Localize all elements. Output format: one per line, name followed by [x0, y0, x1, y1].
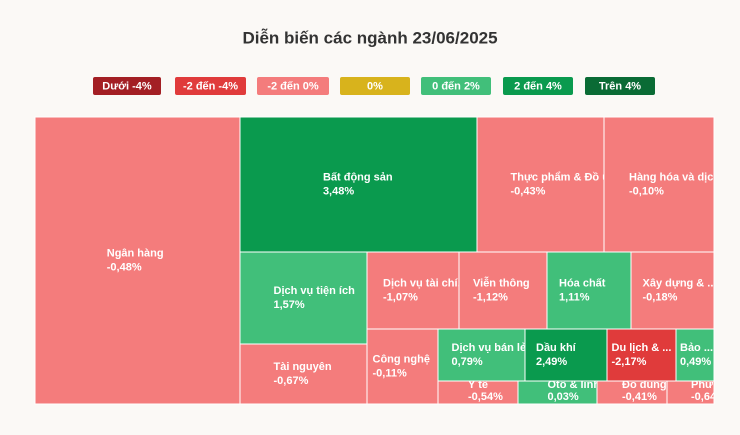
tile	[366, 251, 460, 330]
tile-labels: Phươ...-0,64%	[691, 379, 730, 403]
tile-value: -0,41%	[622, 391, 657, 403]
legend-label: Dưới -4%	[102, 80, 152, 92]
tile-name: Bảo ...	[680, 342, 713, 354]
tile-name: Viễn thông	[473, 276, 530, 289]
legend-swatch	[340, 77, 410, 95]
tile-value: -0,54%	[468, 391, 503, 403]
tile-value: -0,18%	[643, 291, 678, 303]
tile-name: Thực phẩm & Đồ uống	[511, 171, 630, 183]
tile-value: 2,49%	[536, 356, 567, 368]
tile-value: 0,49%	[680, 356, 711, 368]
tile-labels: Du lịch & ... -2,17%	[612, 342, 672, 368]
legend-label: -2 đến -4%	[183, 80, 238, 92]
legend-label: -2 đến 0%	[267, 80, 319, 92]
tile-value: -0,10%	[629, 185, 664, 197]
tile-value: 0,03%	[548, 391, 579, 403]
tile-value: 0,79%	[452, 356, 483, 368]
legend-swatch	[585, 77, 655, 95]
tile-name: Hàng hóa và dịch ...	[629, 171, 732, 183]
tile-name: Y tế	[468, 379, 489, 391]
tile	[666, 380, 715, 405]
tile-value: -0,67%	[274, 375, 309, 387]
tile-labels: Bất động sản 3,48%	[323, 171, 393, 197]
legend-swatch	[421, 77, 491, 95]
tile-labels: Ngân hàng -0,48%	[107, 247, 164, 273]
tile-value: -1,12%	[473, 291, 508, 303]
legend-label: 2 đến 4%	[514, 80, 562, 92]
tile-labels: Hóa chất 1,11%	[559, 277, 606, 303]
tile-name: Dầu khí	[536, 342, 577, 354]
tile-labels: Dịch vụ tài chí... -1,07%	[383, 277, 467, 303]
tile-name: Du lịch & ...	[612, 342, 672, 354]
tile	[34, 116, 241, 405]
tile-name: Hóa chất	[559, 277, 606, 289]
tile-value: -0,48%	[107, 261, 142, 273]
tile-name: Tài nguyên	[274, 361, 332, 373]
chart-title: Diễn biến các ngành 23/06/2025	[242, 28, 497, 47]
legend-label: 0 đến 2%	[432, 80, 480, 92]
tile-labels: Ôtô & linh ki...0,03%	[548, 378, 622, 403]
tile-labels: Y tế-0,54%	[468, 379, 503, 403]
tile-labels: Đồ dùng cá nhân & đồ gia dụng-0,41%	[622, 379, 740, 403]
tile-value: 1,57%	[274, 299, 305, 311]
tile-name: Đồ dùng cá nhân & đồ gia dụng	[622, 379, 740, 391]
legend-swatch	[257, 77, 329, 95]
tile-labels: Thực phẩm & Đồ uống -0,43%	[511, 171, 630, 197]
tile-labels: Xây dựng & ... -0,18%	[643, 277, 717, 303]
tile-labels: Dầu khí 2,49%	[536, 342, 577, 368]
tile-labels: Dịch vụ tiện ích 1,57%	[274, 285, 356, 311]
tile-name: Dịch vụ tài chí...	[383, 277, 467, 289]
tile-name: Ngân hàng	[107, 247, 164, 259]
tile-value: 3,48%	[323, 185, 354, 197]
legend-label: 0%	[367, 80, 383, 92]
tile	[675, 328, 715, 382]
tile	[239, 343, 368, 405]
tile-value: -0,64%	[691, 391, 726, 403]
legend-swatch	[503, 77, 573, 95]
tile-labels: Tài nguyên -0,67%	[274, 361, 332, 387]
tile-name: Xây dựng & ...	[643, 277, 717, 289]
tile-name: Ôtô & linh ki...	[548, 378, 622, 391]
tile-labels: Viễn thông -1,12%	[473, 276, 530, 303]
tile	[239, 251, 368, 345]
tile-name: Dịch vụ bán lẻ	[452, 342, 527, 354]
tile-labels: Dịch vụ bán lẻ 0,79%	[452, 342, 527, 368]
tile-labels: Hàng hóa và dịch ... -0,10%	[629, 171, 732, 197]
tile-labels: Bảo ... 0,49%	[680, 342, 713, 368]
tile-value: -2,17%	[612, 356, 647, 368]
tile-value: -1,07%	[383, 291, 418, 303]
tile	[476, 116, 605, 253]
legend-label: Trên 4%	[599, 80, 641, 92]
tile	[437, 328, 526, 382]
tile	[546, 251, 632, 330]
legend-swatch	[175, 77, 246, 95]
tile-name: Dịch vụ tiện ích	[274, 285, 356, 297]
tile	[603, 116, 715, 253]
tile-value: 1,11%	[559, 291, 590, 303]
tile-name: Bất động sản	[323, 171, 393, 183]
tile-value: -0,43%	[511, 185, 546, 197]
tile-name: Công nghệ	[373, 353, 430, 365]
tile-name: Phươ...	[691, 379, 730, 391]
tile	[239, 116, 478, 253]
tile	[458, 251, 548, 330]
legend-swatch	[93, 77, 161, 95]
tile-labels: Công nghệ -0,11%	[373, 353, 430, 379]
tile-value: -0,11%	[373, 367, 407, 379]
tile	[630, 251, 715, 330]
tile	[606, 328, 677, 382]
